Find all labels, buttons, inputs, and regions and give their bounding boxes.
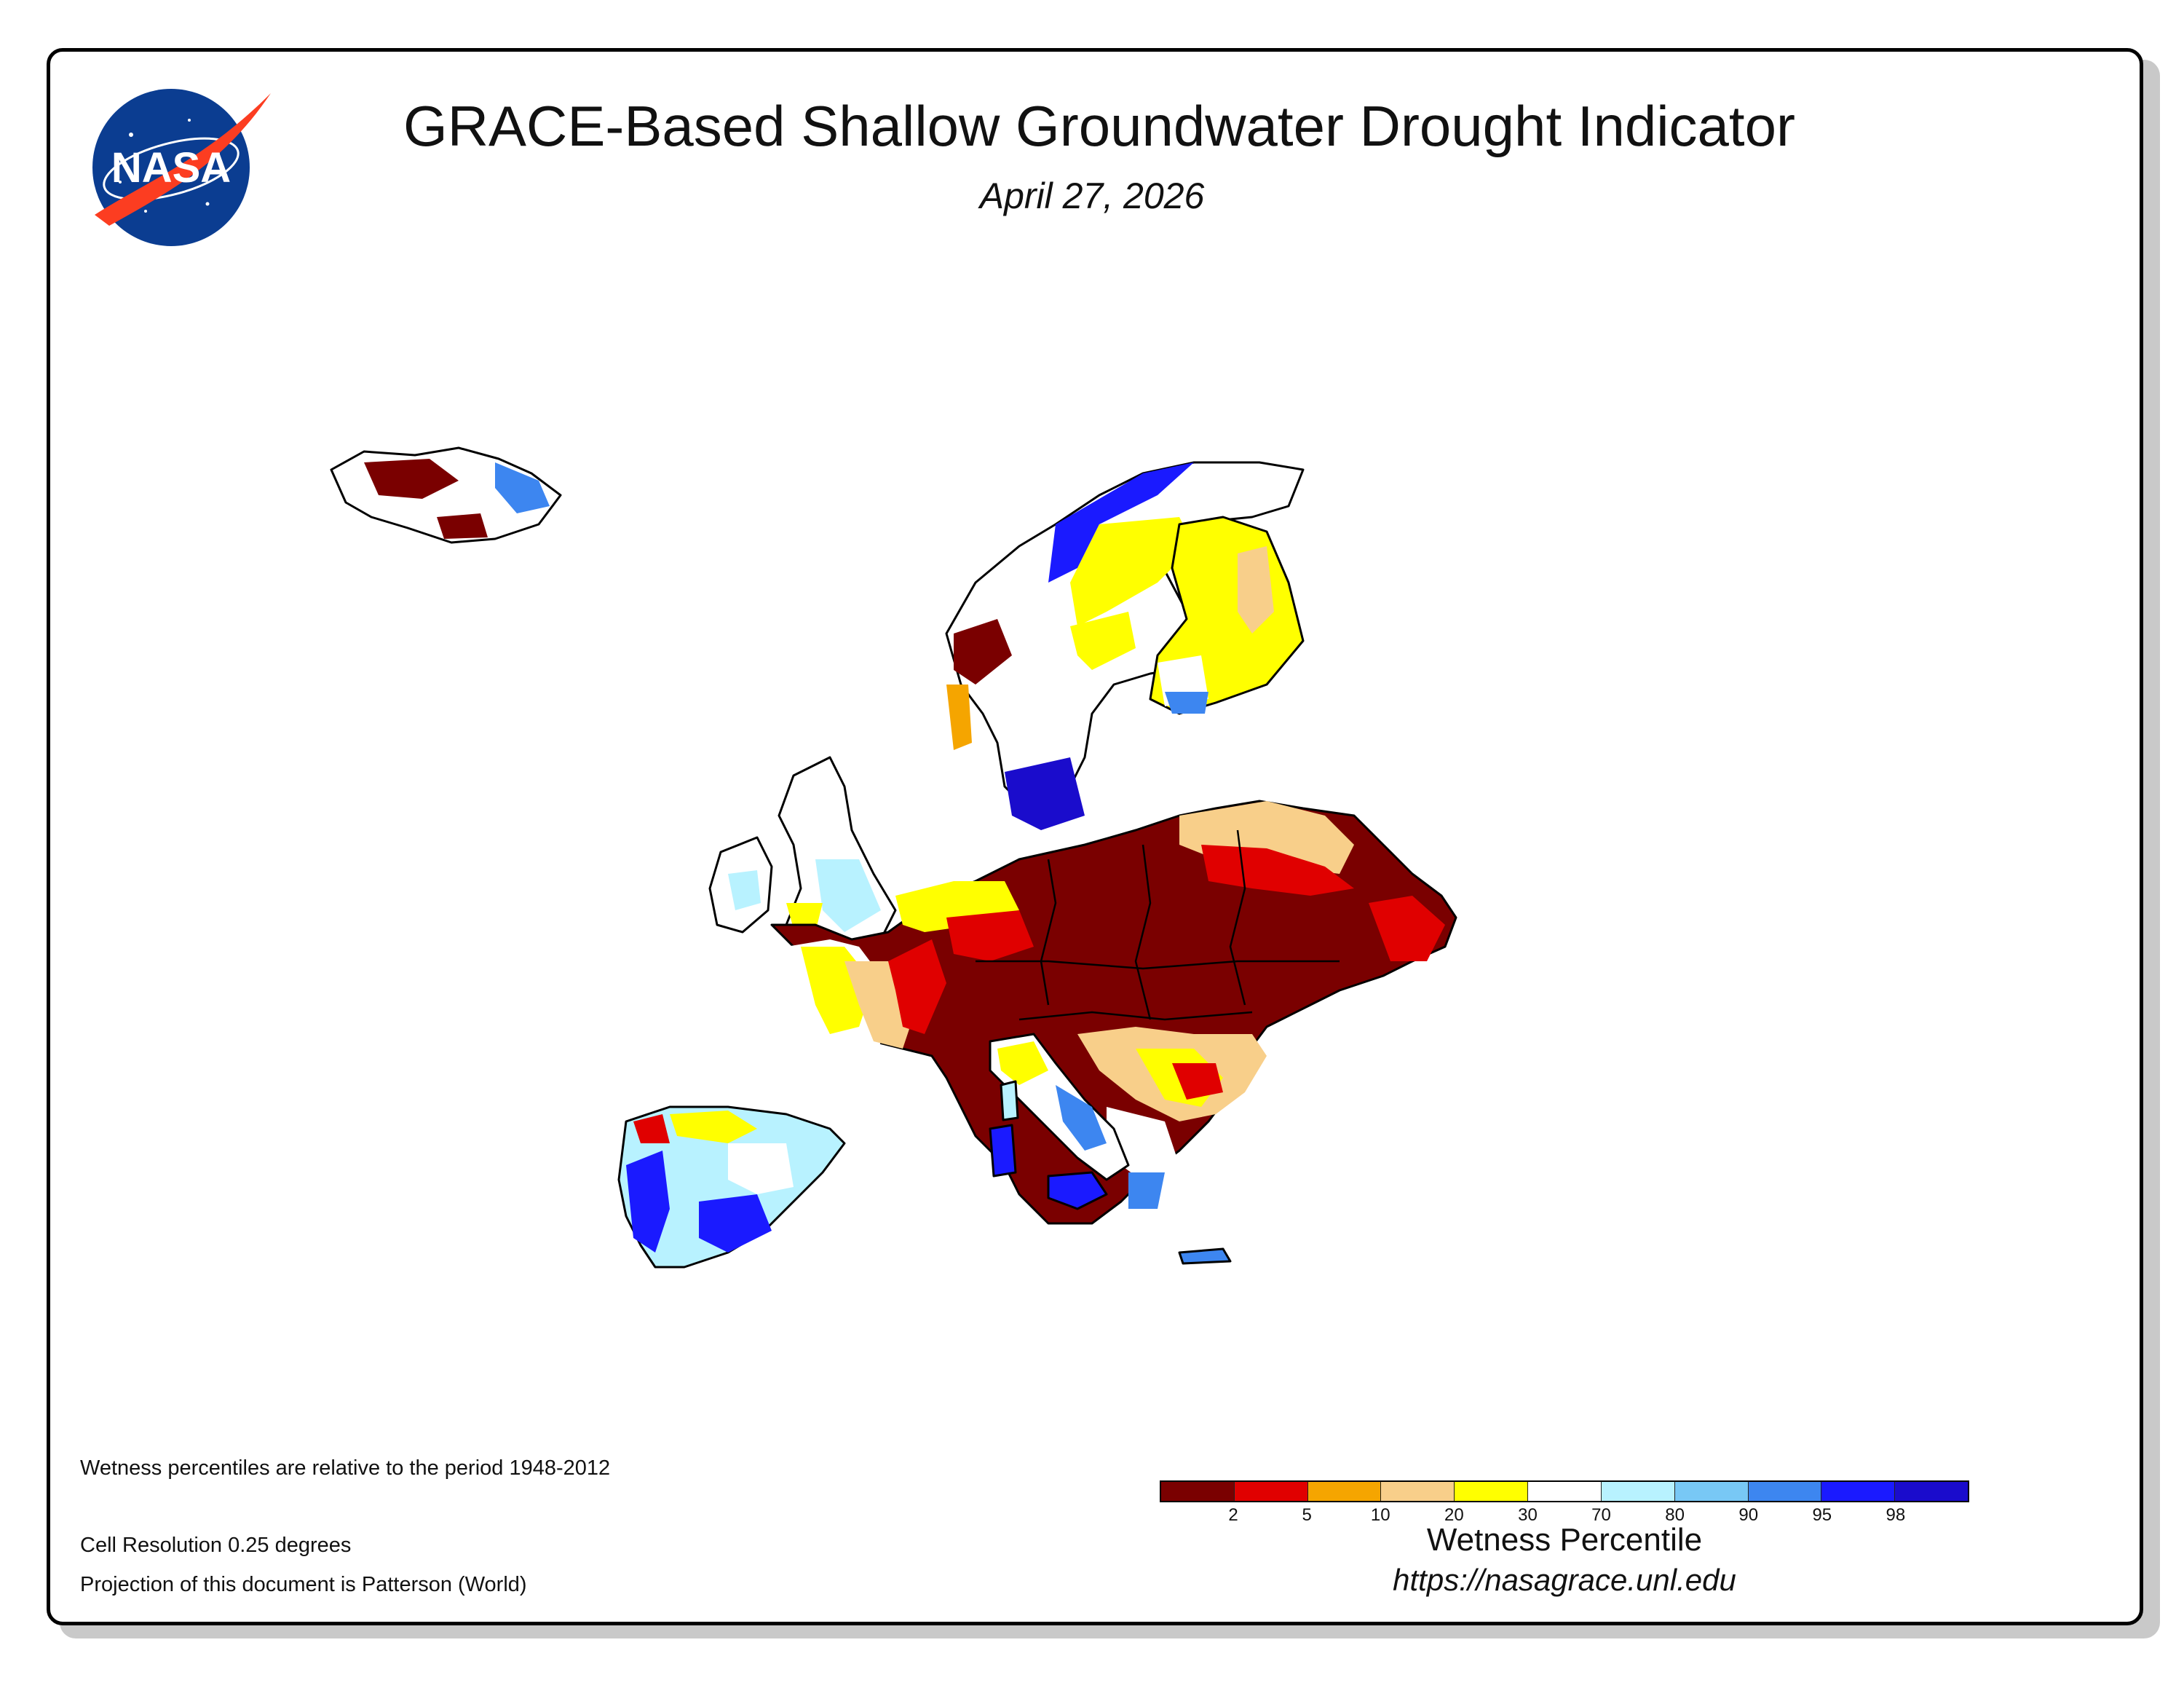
europe-drought-map [330,446,1457,1269]
legend-swatch [1821,1482,1896,1501]
legend-ticks: 2 5 10 20 30 70 80 90 95 98 [1160,1505,1969,1527]
map-panel [47,48,2143,1625]
legend-tick-label: 30 [1518,1505,1538,1525]
legend-swatch [1601,1482,1675,1501]
period-note: Wetness percentiles are relative to the … [80,1456,611,1480]
resolution-note: Cell Resolution 0.25 degrees [80,1534,352,1557]
crete [1178,1247,1232,1265]
page-title: GRACE-Based Shallow Groundwater Drought … [403,94,1795,158]
source-url[interactable]: https://nasagrace.unl.edu [1393,1563,1736,1597]
corsica [1000,1080,1019,1121]
legend-tick-label: 10 [1370,1505,1390,1525]
map-date: April 27, 2026 [979,175,1205,216]
legend-title: Wetness Percentile [1426,1522,1703,1558]
legend-swatch [1674,1482,1749,1501]
legend-tick-label: 70 [1591,1505,1611,1525]
legend-swatch [1895,1482,1968,1501]
legend-swatch [1307,1482,1382,1501]
sicily [1047,1171,1108,1210]
sardinia [989,1124,1017,1178]
legend-swatch [1234,1482,1308,1501]
legend-tick-label: 20 [1444,1505,1464,1525]
legend-swatch [1455,1482,1529,1501]
legend-tick-label: 80 [1665,1505,1685,1525]
color-legend [1160,1480,1969,1502]
legend-swatch [1528,1482,1602,1501]
legend-swatch [1161,1482,1235,1501]
legend-swatch [1748,1482,1822,1501]
legend-swatch [1381,1482,1455,1501]
legend-tick-label: 2 [1228,1505,1238,1525]
legend-tick-label: 5 [1302,1505,1312,1525]
projection-note: Projection of this document is Patterson… [80,1573,527,1596]
svg-text:NASA: NASA [111,144,231,192]
nasa-logo: NASA [92,89,271,246]
legend-tick-label: 95 [1812,1505,1832,1525]
legend-tick-label: 90 [1738,1505,1759,1525]
legend-tick-label: 98 [1886,1505,1906,1525]
